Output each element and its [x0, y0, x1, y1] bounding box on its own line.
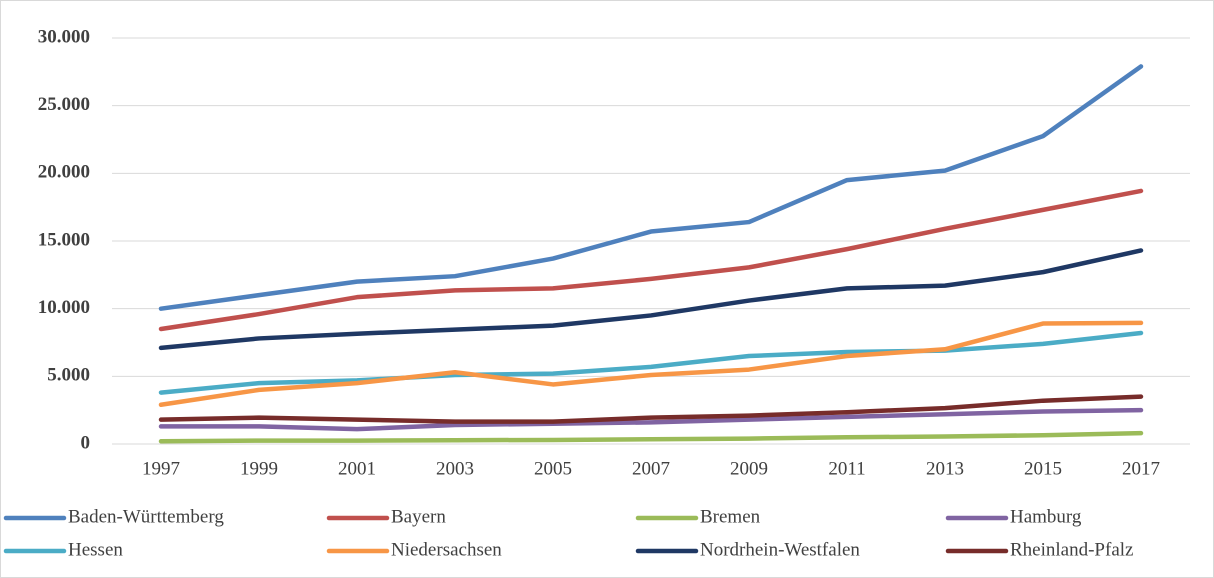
- x-tick-label: 2011: [828, 458, 865, 479]
- x-tick-label: 2013: [926, 458, 964, 479]
- y-tick-label: 0: [81, 432, 91, 453]
- x-tick-label: 1999: [240, 458, 278, 479]
- legend-label: Rheinland-Pfalz: [1010, 539, 1133, 560]
- x-tick-label: 1997: [142, 458, 180, 479]
- legend-label: Hamburg: [1010, 506, 1082, 527]
- legend-label: Bremen: [700, 506, 761, 527]
- series-line: [158, 248, 1144, 351]
- legend-label: Hessen: [68, 539, 123, 560]
- legend-label: Niedersachsen: [391, 539, 502, 560]
- x-tick-label: 2007: [632, 458, 670, 479]
- series-line: [158, 394, 1144, 424]
- series-line: [158, 64, 1144, 311]
- series-line: [158, 330, 1144, 395]
- legend-label: Bayern: [391, 506, 446, 527]
- series-line: [158, 320, 1144, 408]
- y-tick-label: 30.000: [38, 26, 90, 47]
- x-tick-label: 2017: [1122, 458, 1160, 479]
- series-line: [158, 188, 1144, 332]
- x-tick-label: 2009: [730, 458, 768, 479]
- series-line: [158, 407, 1144, 432]
- y-tick-label: 10.000: [38, 297, 90, 318]
- series-line: [158, 430, 1144, 444]
- y-tick-label: 25.000: [38, 94, 90, 115]
- x-tick-label: 2001: [338, 458, 376, 479]
- y-tick-label: 20.000: [38, 162, 90, 183]
- y-tick-label: 15.000: [38, 229, 90, 250]
- y-tick-label: 5.000: [47, 365, 90, 386]
- x-tick-label: 2003: [436, 458, 474, 479]
- x-tick-label: 2005: [534, 458, 572, 479]
- legend-label: Baden-Württemberg: [68, 506, 224, 527]
- legend-label: Nordrhein-Westfalen: [700, 539, 860, 560]
- x-tick-label: 2015: [1024, 458, 1062, 479]
